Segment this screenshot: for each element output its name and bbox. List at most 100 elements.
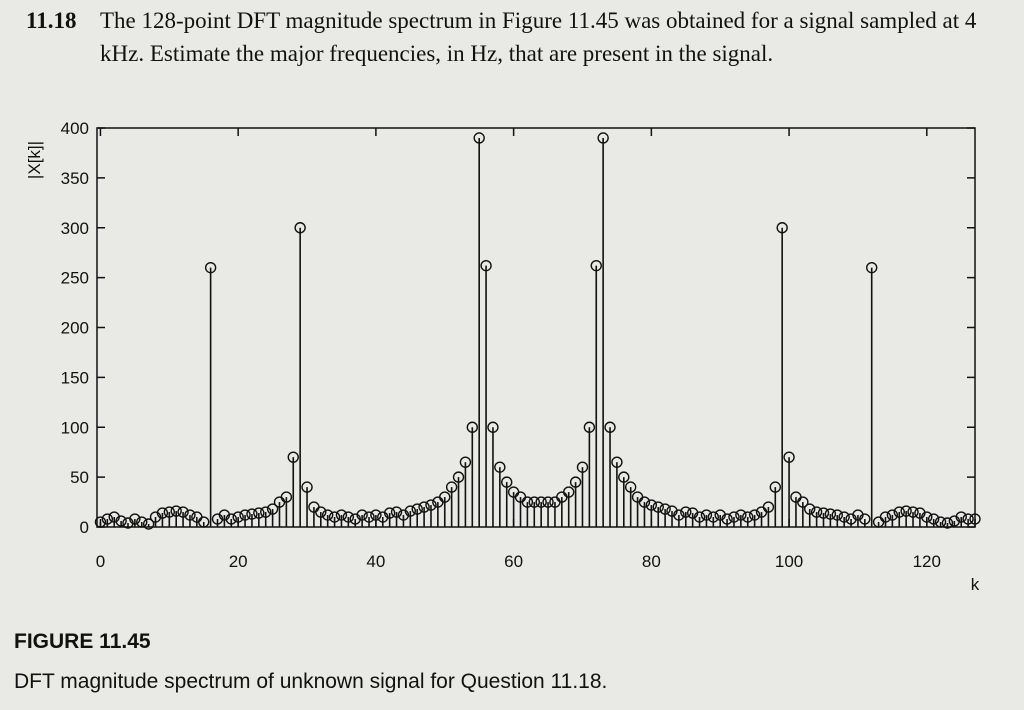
stem-marker bbox=[831, 509, 843, 521]
stem-marker bbox=[411, 503, 423, 515]
stem-marker bbox=[94, 516, 107, 528]
stem-marker bbox=[480, 259, 492, 272]
stem-marker bbox=[239, 509, 251, 521]
stem-marker bbox=[652, 501, 664, 513]
stem-marker bbox=[838, 511, 850, 523]
y-tick-label: 300 bbox=[61, 219, 89, 238]
stem-marker bbox=[356, 509, 368, 521]
y-tick-label: 150 bbox=[61, 368, 89, 387]
stem-marker bbox=[624, 481, 637, 493]
stem-marker bbox=[198, 516, 210, 528]
stem-marker bbox=[535, 496, 547, 508]
stem-marker bbox=[170, 505, 182, 517]
stem-marker bbox=[321, 509, 334, 521]
plot-frame bbox=[96, 127, 976, 528]
stem-marker bbox=[246, 508, 258, 520]
stem-marker bbox=[563, 486, 575, 498]
stem-marker bbox=[466, 421, 479, 433]
question: 11.18 The 128-point DFT magnitude spectr… bbox=[22, 4, 1002, 70]
x-tick-label: 100 bbox=[775, 552, 803, 571]
stem-marker bbox=[328, 511, 341, 523]
chart: k |X[k]| 0 50 100 150 200 250 300 350 400 0 20 40 60… bbox=[25, 119, 981, 594]
stem-marker bbox=[136, 516, 148, 528]
stem-marker bbox=[817, 507, 830, 519]
x-tick-label: 120 bbox=[913, 552, 941, 571]
stem-marker bbox=[680, 506, 692, 518]
stem-marker bbox=[452, 471, 465, 483]
stem-marker bbox=[204, 261, 217, 274]
stem-marker bbox=[762, 501, 775, 513]
question-number: 11.18 bbox=[26, 8, 77, 33]
stem-marker bbox=[287, 451, 299, 463]
stem-marker bbox=[721, 513, 733, 525]
stem-marker bbox=[673, 509, 685, 521]
stem-marker bbox=[810, 506, 823, 518]
stem-marker bbox=[618, 471, 630, 483]
stem-marker bbox=[707, 511, 720, 523]
stem-marker bbox=[748, 509, 761, 521]
stem-marker bbox=[590, 259, 602, 272]
stem-marker bbox=[700, 509, 713, 521]
stem-marker bbox=[824, 508, 837, 520]
stem-marker bbox=[184, 509, 196, 521]
stem-marker bbox=[335, 509, 348, 521]
stem-marker bbox=[404, 505, 417, 517]
y-tick-label: 400 bbox=[61, 119, 89, 138]
stem-marker bbox=[445, 481, 458, 493]
stem-marker bbox=[260, 506, 272, 518]
stem-marker bbox=[266, 503, 279, 515]
x-axis-label: k bbox=[971, 575, 980, 594]
stem-marker bbox=[383, 507, 396, 519]
stem-marker bbox=[370, 509, 382, 521]
stem-marker bbox=[969, 513, 981, 525]
stem-marker bbox=[439, 491, 451, 503]
stem-marker bbox=[521, 496, 534, 508]
x-tick-label: 20 bbox=[229, 552, 248, 571]
x-tick-label: 40 bbox=[366, 552, 385, 571]
stem-marker bbox=[941, 517, 954, 529]
stem-marker bbox=[693, 511, 706, 523]
stem-marker bbox=[569, 476, 582, 488]
figure-caption: FIGURE 11.45 DFT magnitude spectrum of u… bbox=[14, 622, 607, 702]
stem-marker bbox=[177, 506, 189, 518]
stem-marker bbox=[900, 505, 912, 517]
y-tick-label: 100 bbox=[61, 418, 89, 437]
stem-marker bbox=[866, 261, 878, 274]
stem-marker bbox=[783, 451, 795, 463]
y-tick-label: 50 bbox=[70, 468, 89, 487]
y-tick-label: 0 bbox=[80, 518, 89, 537]
stem-marker bbox=[142, 518, 155, 530]
stem-marker bbox=[301, 481, 313, 493]
stem-marker bbox=[893, 506, 905, 518]
stem-marker bbox=[487, 421, 499, 433]
x-tick-label: 60 bbox=[504, 552, 523, 571]
stem-marker bbox=[459, 456, 472, 468]
y-tick-label: 250 bbox=[61, 269, 89, 288]
stem-marker bbox=[927, 513, 940, 525]
stem-marker bbox=[583, 421, 596, 433]
stem-marker bbox=[659, 503, 671, 515]
stem-marker bbox=[934, 516, 947, 528]
stem-marker bbox=[769, 481, 781, 493]
stem-marker bbox=[390, 506, 403, 518]
stem-marker bbox=[597, 132, 609, 144]
stem-marker bbox=[962, 513, 974, 525]
stem-marker bbox=[473, 132, 485, 144]
stem-marker bbox=[501, 476, 513, 488]
stem-marker bbox=[886, 509, 899, 521]
stem-marker bbox=[611, 456, 623, 468]
stem-marker bbox=[115, 515, 127, 527]
stem-marker bbox=[735, 509, 747, 521]
stem-marker bbox=[101, 513, 114, 525]
stem-marker bbox=[742, 511, 754, 523]
stem-marker bbox=[776, 222, 788, 234]
y-tick-label: 200 bbox=[61, 319, 89, 338]
stem-marker bbox=[879, 511, 892, 523]
stem-marker bbox=[645, 499, 658, 511]
stem-marker bbox=[604, 421, 616, 433]
y-axis-label: |X[k]| bbox=[25, 141, 44, 179]
stem-marker bbox=[797, 496, 809, 508]
stem-marker bbox=[425, 499, 437, 511]
stem-marker bbox=[363, 511, 375, 523]
